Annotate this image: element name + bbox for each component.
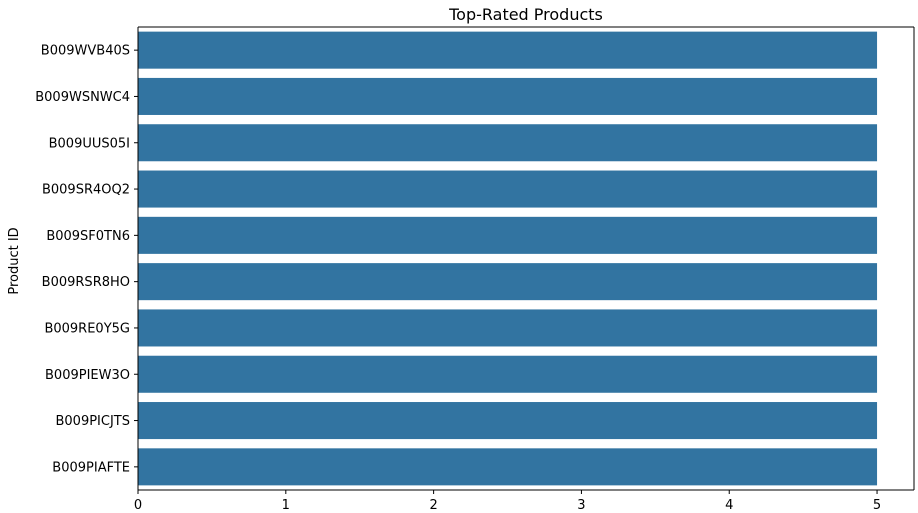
y-tick-label: B009PICJTS xyxy=(55,414,130,429)
y-tick-label: B009RSR8HO xyxy=(42,275,130,290)
x-tick-label: 5 xyxy=(873,498,881,513)
y-axis-title: Product ID xyxy=(7,227,22,294)
axes-frame xyxy=(137,26,915,491)
x-tick-label: 4 xyxy=(725,498,733,513)
y-tick-label: B009PIEW3O xyxy=(45,368,130,383)
y-tick-label: B009UUS05I xyxy=(49,136,130,151)
bar-B009PIEW3O xyxy=(138,355,878,393)
x-tick-label: 1 xyxy=(282,498,290,513)
x-tick-label: 2 xyxy=(429,498,437,513)
y-tick-label: B009WVB40S xyxy=(41,44,130,59)
y-tick-label: B009SF0TN6 xyxy=(46,229,130,244)
bar-B009SR4OQ2 xyxy=(138,170,878,208)
bar-B009PICJTS xyxy=(138,402,878,440)
bar-B009SF0TN6 xyxy=(138,216,878,254)
bar-B009RE0Y5G xyxy=(138,309,878,347)
chart-title: Top-Rated Products xyxy=(448,5,603,24)
bars-group xyxy=(138,31,878,486)
y-tick-label: B009WSNWC4 xyxy=(35,90,130,105)
bar-B009WSNWC4 xyxy=(138,77,878,115)
y-tick-label: B009RE0Y5G xyxy=(44,321,130,336)
bar-B009RSR8HO xyxy=(138,263,878,301)
y-tick-label: B009SR4OQ2 xyxy=(42,183,130,198)
bar-B009PIAFTE xyxy=(138,448,878,486)
bar-B009WVB40S xyxy=(138,31,878,69)
x-ticks-group: 0 1 2 3 4 5 xyxy=(134,490,881,513)
bar-B009UUS05I xyxy=(138,124,878,162)
x-tick-label: 0 xyxy=(134,498,142,513)
y-tick-label: B009PIAFTE xyxy=(52,460,130,475)
y-ticks-group: B009WVB40S B009WSNWC4 B009UUS05I B009SR4OQ2… xyxy=(35,44,138,475)
x-tick-label: 3 xyxy=(577,498,585,513)
